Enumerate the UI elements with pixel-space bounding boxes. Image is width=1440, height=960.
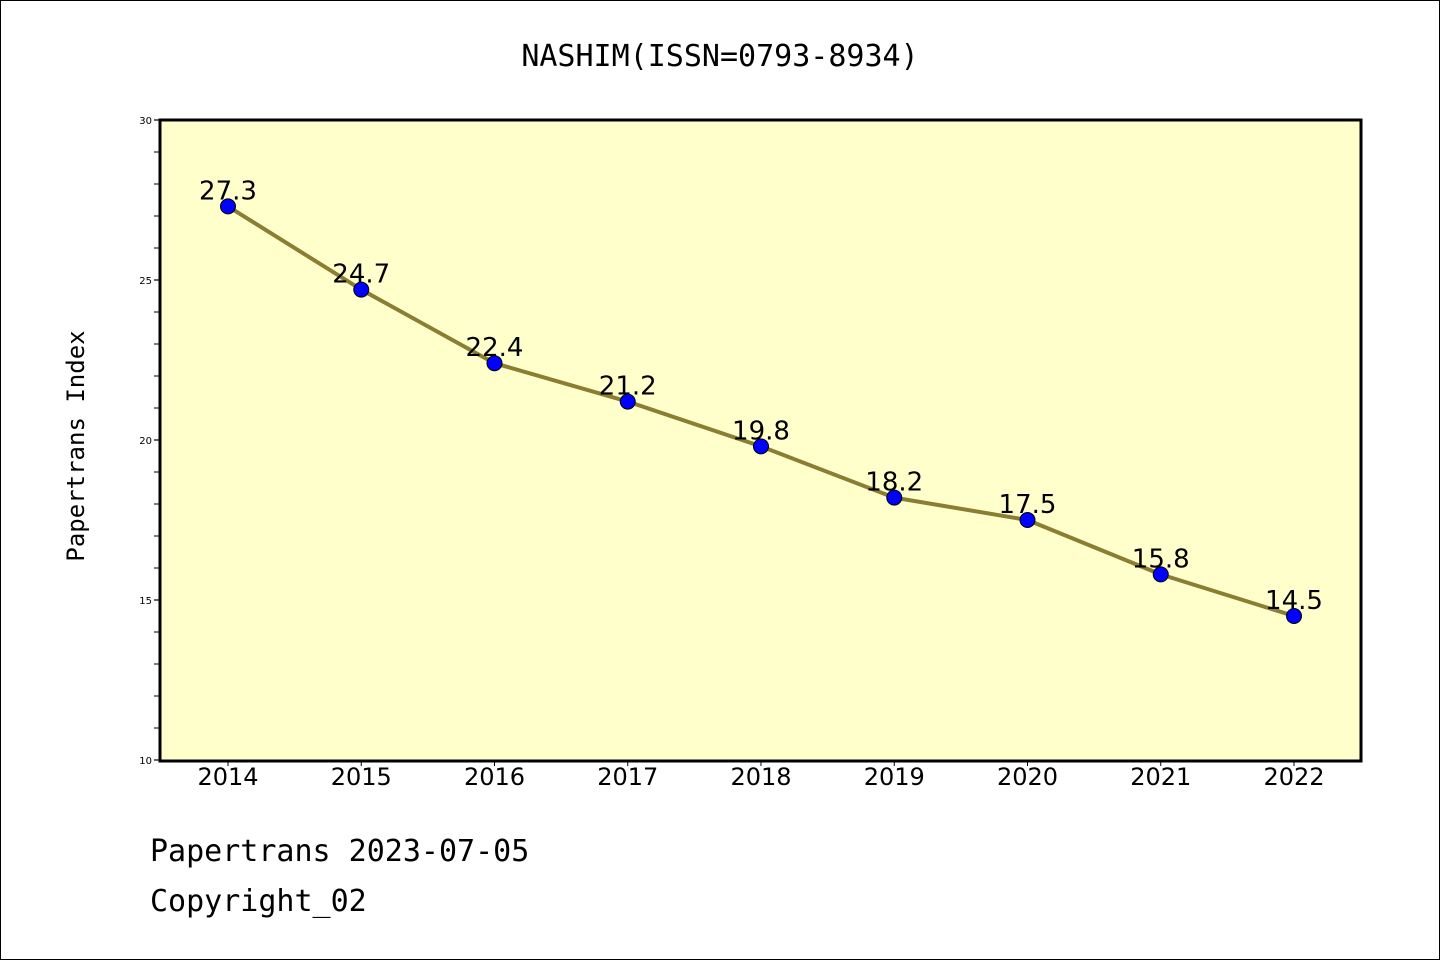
y-tick-label: 25 bbox=[139, 276, 152, 287]
data-point bbox=[886, 489, 903, 506]
x-tick-label: 2016 bbox=[464, 763, 525, 791]
x-tick-label: 2014 bbox=[197, 763, 258, 791]
data-label: 27.3 bbox=[199, 176, 257, 206]
x-axis: 2014 2015 2016 2017 2018 2019 2020 2021 2022 bbox=[197, 760, 1325, 791]
footer-date: Papertrans 2023-07-05 bbox=[150, 834, 530, 869]
y-axis-label: Papertrans Index bbox=[62, 330, 90, 561]
data-label: 19.8 bbox=[732, 416, 790, 446]
data-label: 21.2 bbox=[599, 372, 657, 402]
y-tick-label: 10 bbox=[139, 756, 152, 767]
data-point bbox=[1286, 608, 1302, 624]
data-label: 18.2 bbox=[865, 468, 923, 498]
markers-group bbox=[220, 198, 1302, 624]
y-tick-label: 30 bbox=[139, 116, 152, 127]
y-tick-label: 15 bbox=[139, 596, 152, 607]
x-tick-label: 2015 bbox=[331, 763, 392, 791]
data-point bbox=[1019, 512, 1036, 528]
x-tick-label: 2022 bbox=[1263, 763, 1324, 791]
x-tick-label: 2018 bbox=[730, 763, 791, 791]
data-label: 22.4 bbox=[466, 333, 524, 363]
data-point bbox=[619, 393, 636, 410]
data-point bbox=[353, 281, 370, 298]
x-tick-label: 2021 bbox=[1130, 763, 1191, 791]
data-label: 17.5 bbox=[999, 490, 1057, 520]
data-point bbox=[220, 198, 236, 215]
data-point bbox=[1152, 566, 1169, 583]
x-tick-label: 2017 bbox=[597, 763, 658, 791]
x-tick-label: 2019 bbox=[864, 763, 925, 791]
footer-copyright: Copyright_02 bbox=[150, 884, 367, 919]
data-label: 14.5 bbox=[1265, 586, 1323, 616]
data-point bbox=[486, 355, 503, 372]
data-label: 24.7 bbox=[332, 260, 390, 290]
chart-title: NASHIM(ISSN=0793-8934) bbox=[521, 39, 918, 74]
data-label: 15.8 bbox=[1132, 544, 1190, 574]
data-point bbox=[753, 438, 769, 455]
data-labels-group: 27.3 24.7 22.4 21.2 19.8 18.2 17.5 15.8 14.5 bbox=[199, 176, 1323, 616]
y-tick-label: 20 bbox=[139, 436, 152, 447]
y-axis: 10 15 20 25 30 bbox=[139, 116, 160, 767]
x-tick-label: 2020 bbox=[997, 763, 1058, 791]
